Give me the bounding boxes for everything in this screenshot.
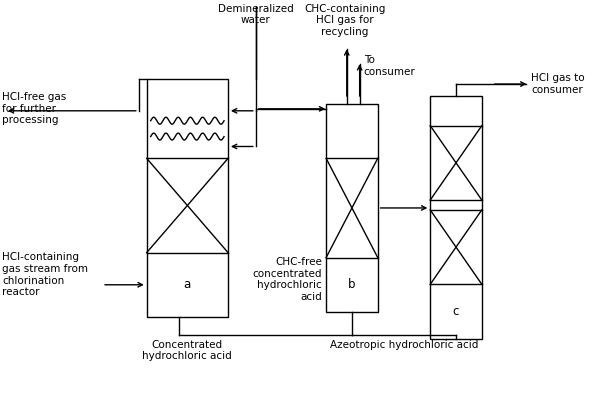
Text: CHC-containing
HCl gas for
recycling: CHC-containing HCl gas for recycling: [304, 4, 386, 37]
Text: HCl-containing
gas stream from
chlorination
reactor: HCl-containing gas stream from chlorinat…: [2, 252, 88, 297]
Text: Concentrated
hydrochloric acid: Concentrated hydrochloric acid: [143, 340, 232, 361]
Text: CHC-free
concentrated
hydrochloric
acid: CHC-free concentrated hydrochloric acid: [253, 257, 322, 302]
Bar: [430, 96, 482, 339]
Text: HCl gas to
consumer: HCl gas to consumer: [531, 73, 585, 95]
Bar: [326, 104, 378, 312]
Text: Azeotropic hydrochloric acid: Azeotropic hydrochloric acid: [330, 340, 478, 350]
Text: HCl-free gas
for further
processing: HCl-free gas for further processing: [2, 92, 66, 126]
Text: b: b: [348, 278, 356, 291]
Bar: [147, 79, 228, 317]
Text: Demineralized
water: Demineralized water: [218, 4, 294, 26]
Text: c: c: [453, 305, 459, 318]
Text: To
consumer: To consumer: [364, 55, 416, 77]
Text: a: a: [184, 278, 191, 291]
